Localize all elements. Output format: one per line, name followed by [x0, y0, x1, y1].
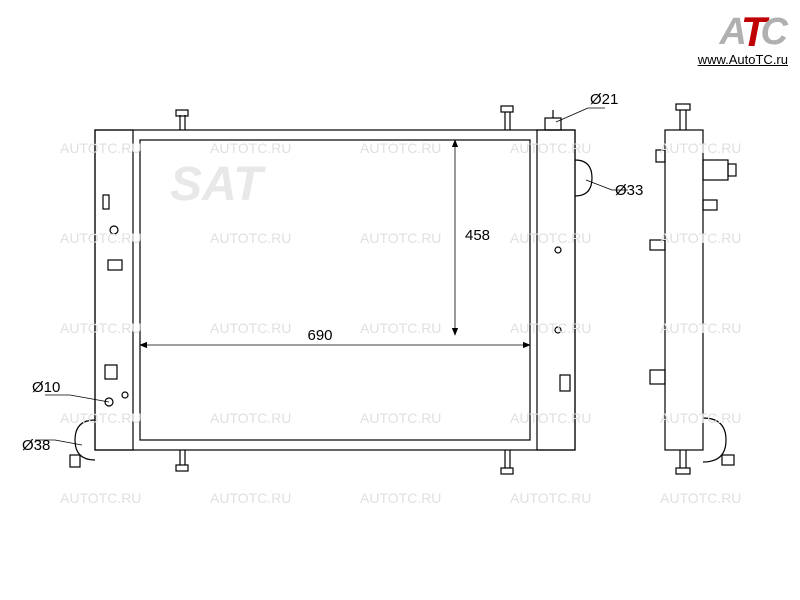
dim-text: 690 458 Ø21 Ø33 Ø10 Ø38: [22, 91, 643, 454]
logo-block: A T C www.AutoTC.ru: [698, 8, 788, 67]
dimensions: [35, 108, 628, 445]
dim-d38: Ø38: [22, 437, 50, 454]
dim-d10: Ø10: [32, 379, 60, 396]
dim-d21: Ø21: [590, 91, 618, 108]
radiator-drawing: 690 458 Ø21 Ø33 Ø10 Ø38 SAT: [0, 0, 800, 600]
logo-c: C: [761, 11, 788, 54]
side-view: [650, 104, 736, 474]
front-view: [70, 106, 592, 474]
brand-watermark: SAT: [170, 158, 266, 211]
logo-url: www.AutoTC.ru: [698, 52, 788, 67]
dim-height: 458: [465, 227, 490, 244]
dim-width: 690: [307, 327, 332, 344]
dim-d33: Ø33: [615, 182, 643, 199]
